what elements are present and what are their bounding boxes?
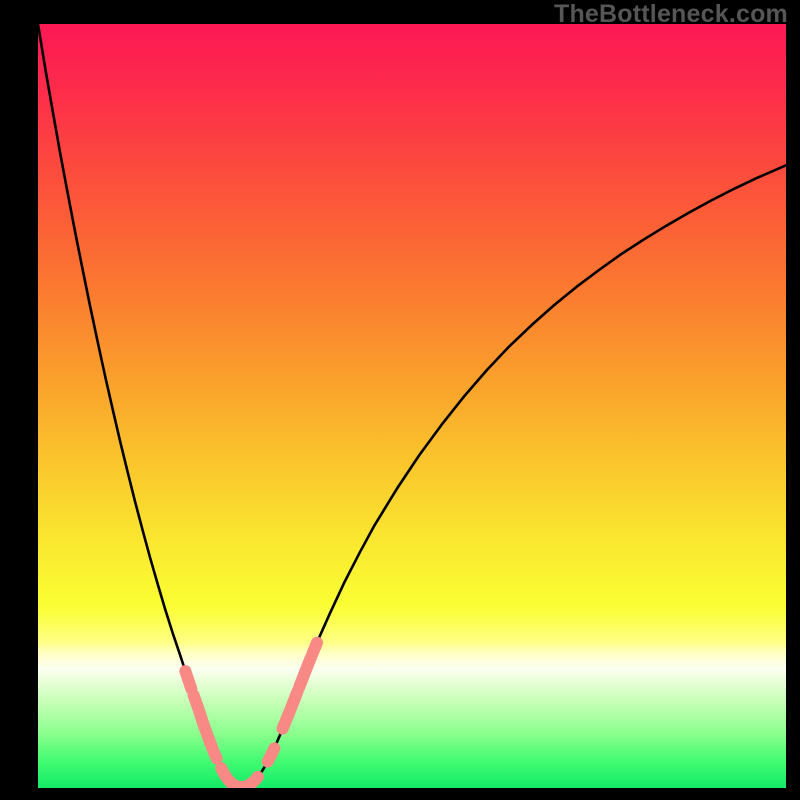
marker-capsule xyxy=(268,748,275,761)
marker-capsule xyxy=(313,643,317,654)
marker-capsule xyxy=(185,671,191,689)
plot-background xyxy=(38,24,786,788)
marker-capsule xyxy=(209,738,217,758)
plot-area xyxy=(38,24,786,788)
watermark-text: TheBottleneck.com xyxy=(554,0,788,29)
